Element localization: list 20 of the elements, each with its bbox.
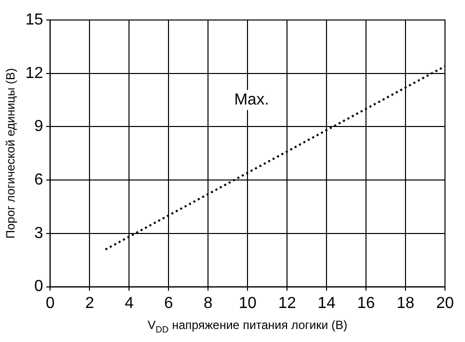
- x-tick-label: 6: [164, 294, 174, 312]
- x-tick-label: 2: [85, 294, 94, 312]
- y-tick-label: 12: [25, 64, 44, 82]
- annotation: Max.: [234, 91, 269, 108]
- x-tick-label: 8: [204, 294, 213, 312]
- y-tick-label: 15: [25, 11, 44, 28]
- y-tick-label: 0: [34, 278, 44, 296]
- y-tick-label: 3: [34, 224, 44, 242]
- x-tick-label: 20: [436, 294, 454, 312]
- x-tick-label: 10: [238, 294, 257, 312]
- x-tick-label: 14: [318, 294, 336, 312]
- y-tick-label: 6: [34, 171, 44, 188]
- y-axis-title: Порог логической единицы (В): [4, 68, 18, 239]
- x-tick-label: 18: [396, 294, 415, 312]
- x-tick-label: 0: [46, 294, 55, 312]
- y-tick-label: 9: [34, 118, 44, 136]
- x-tick-label: 12: [278, 294, 296, 312]
- x-tick-label: 4: [124, 294, 134, 312]
- x-axis-title: V$_{DD}$ напряжение питания логики (В): [146, 318, 348, 334]
- x-tick-label: 16: [357, 294, 376, 312]
